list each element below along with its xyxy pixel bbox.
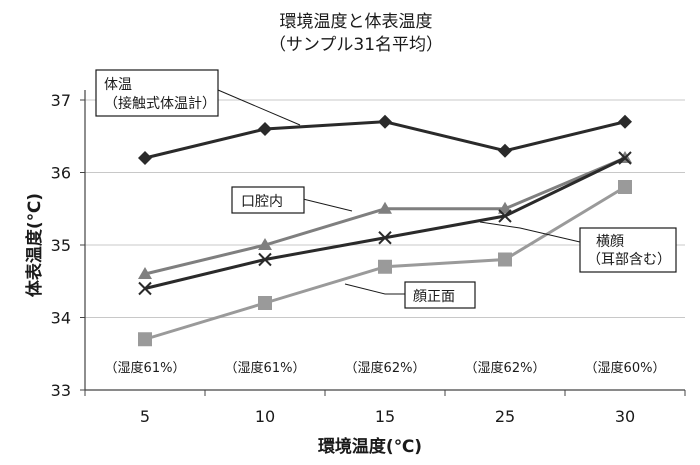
point-body <box>618 114 632 129</box>
point-temple <box>618 151 632 165</box>
axes <box>80 90 686 396</box>
point-forehead <box>258 296 272 310</box>
y-tick-label: 33 <box>51 381 71 400</box>
point-temple <box>498 209 512 223</box>
series-body <box>138 114 632 165</box>
x-tick-label: 25 <box>495 407 515 426</box>
humidity-labels: （湿度61%） （湿度61%） （湿度62%） （湿度62%） （湿度60%） <box>105 360 666 376</box>
point-forehead <box>378 259 392 274</box>
y-axis-title: 体表温度(℃) <box>24 193 45 297</box>
humidity-label: （湿度61%） <box>225 360 306 376</box>
callout-box-temple <box>579 227 677 273</box>
x-tick-label: 5 <box>140 407 150 426</box>
callout-leader-forehead <box>344 283 405 295</box>
callouts: 体温 （接触式体温計） 口腔内 横顔 （耳部含む） 顔正面 <box>95 69 677 309</box>
callout-box-body <box>95 69 219 117</box>
series-group <box>138 114 632 347</box>
point-temple <box>138 281 152 296</box>
callout-body-line1: 体温 <box>104 77 132 93</box>
point-mouth <box>258 238 272 250</box>
x-axis-title: 環境温度(℃) <box>318 436 422 457</box>
point-mouth <box>378 201 392 214</box>
y-tick-labels: 33 34 35 36 37 <box>51 91 71 400</box>
point-mouth <box>138 267 152 279</box>
point-body <box>258 122 272 136</box>
callout-leader-body <box>217 89 301 126</box>
point-forehead <box>618 180 632 194</box>
callout-box-mouth <box>231 186 305 214</box>
point-body <box>498 143 512 158</box>
x-tick-label: 15 <box>375 407 395 426</box>
series-forehead <box>138 180 632 347</box>
humidity-label: （湿度62%） <box>465 360 546 376</box>
callout-forehead-label: 顔正面 <box>413 289 455 305</box>
point-forehead <box>138 332 152 347</box>
callout-temple-line1: 横顔 <box>596 234 624 250</box>
callout-body-line2: （接触式体温計） <box>104 95 216 112</box>
callout-box-forehead <box>404 281 476 309</box>
chart-subtitle: （サンプル31名平均） <box>269 35 443 55</box>
point-body <box>138 151 152 165</box>
y-tick-label: 34 <box>51 309 71 328</box>
callout-mouth-label: 口腔内 <box>241 194 283 210</box>
callout-leader-mouth <box>302 198 353 212</box>
y-tick-label: 35 <box>51 236 71 255</box>
point-temple <box>378 231 392 245</box>
point-forehead <box>498 252 512 267</box>
series-line-mouth <box>144 156 626 276</box>
point-body <box>378 114 392 129</box>
callout-temple-line2: （耳部含む） <box>587 252 671 268</box>
point-temple <box>258 252 272 267</box>
x-tick-label: 30 <box>615 407 635 426</box>
chart-title: 環境温度と体表温度 <box>280 12 433 32</box>
humidity-label: （湿度61%） <box>105 360 186 376</box>
x-tick-labels: 5 10 15 25 30 <box>140 407 635 426</box>
point-mouth <box>498 201 512 214</box>
series-temple <box>138 151 632 296</box>
y-tick-label: 36 <box>51 164 71 183</box>
y-tick-label: 37 <box>51 91 71 110</box>
humidity-label: （湿度62%） <box>345 360 426 376</box>
callout-leader-temple <box>479 221 581 243</box>
humidity-label: （湿度60%） <box>585 360 666 376</box>
x-tick-label: 10 <box>255 407 275 426</box>
